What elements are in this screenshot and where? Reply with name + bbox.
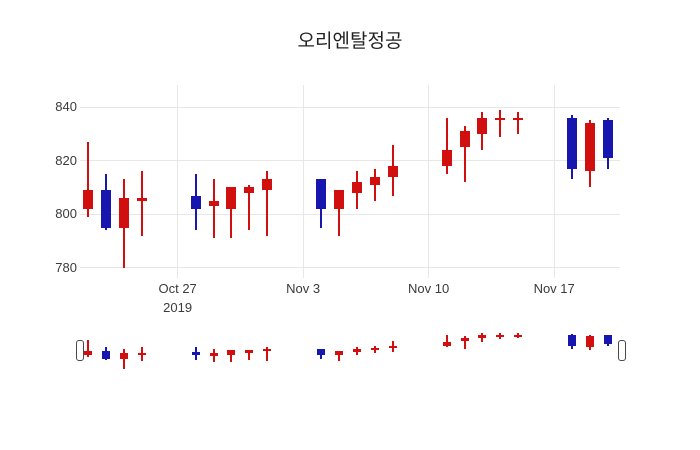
mini-candle-body xyxy=(209,353,218,356)
mini-candle-wick xyxy=(248,349,251,361)
mini-candle-body xyxy=(514,334,523,338)
candle-wick xyxy=(338,190,341,236)
x-axis-tick-label: Nov 17 xyxy=(533,281,575,296)
candle-body[interactable] xyxy=(477,117,488,134)
mini-candle-body xyxy=(84,350,92,356)
mini-candle-body xyxy=(442,341,451,346)
mini-candle-wick xyxy=(338,350,341,362)
range-slider-right-handle[interactable] xyxy=(618,340,626,361)
candle-wick xyxy=(445,117,448,175)
candle-body[interactable] xyxy=(602,120,613,158)
mini-candle-body xyxy=(335,350,344,356)
x-gridline xyxy=(302,85,304,278)
candle-body[interactable] xyxy=(226,187,237,209)
mini-candle-wick xyxy=(87,340,89,358)
candle-body[interactable] xyxy=(585,123,596,172)
x-gridline xyxy=(553,85,555,278)
mini-candle-body xyxy=(568,334,577,347)
main-chart-plot-area[interactable] xyxy=(80,85,620,278)
candle-wick xyxy=(517,112,520,134)
candle-wick xyxy=(266,171,269,236)
x-axis-tick-label: Nov 10 xyxy=(408,281,450,296)
x-axis-tick-sublabel: 2019 xyxy=(163,300,193,315)
candle-body[interactable] xyxy=(387,166,398,177)
candle-body[interactable] xyxy=(208,200,219,207)
mini-candle-wick xyxy=(463,336,466,350)
candle-body[interactable] xyxy=(262,179,273,191)
mini-candle-body xyxy=(101,350,110,360)
candle-body[interactable] xyxy=(441,149,452,167)
x-gridline xyxy=(177,85,179,278)
candle-wick xyxy=(499,109,502,137)
candle-body[interactable] xyxy=(567,117,578,169)
mini-candle-body xyxy=(370,347,379,351)
mini-candle-wick xyxy=(445,334,448,348)
candle-wick xyxy=(373,168,376,201)
candle-body[interactable] xyxy=(495,117,506,121)
candle-wick xyxy=(463,125,466,183)
candle-wick xyxy=(248,184,251,231)
candle-body[interactable] xyxy=(100,190,111,228)
candle-body[interactable] xyxy=(190,195,201,209)
mini-candle-wick xyxy=(266,346,269,362)
y-axis-tick-label: 840 xyxy=(55,99,77,114)
mini-candle-body xyxy=(191,352,200,356)
mini-candle-body xyxy=(478,334,487,339)
mini-candle-body xyxy=(317,348,326,356)
y-gridline xyxy=(80,106,620,108)
mini-candle-body xyxy=(263,348,272,352)
candle-body[interactable] xyxy=(118,198,129,228)
candle-wick xyxy=(87,141,89,217)
mini-candle-body xyxy=(245,350,254,353)
candle-body[interactable] xyxy=(513,117,524,121)
y-axis-tick-label: 780 xyxy=(55,259,77,275)
mini-candle-body xyxy=(119,352,128,360)
y-gridline xyxy=(80,267,620,269)
mini-candle-body xyxy=(137,352,146,356)
range-slider-track[interactable] xyxy=(76,330,626,372)
mini-candle-body xyxy=(586,335,595,347)
candle-body[interactable] xyxy=(351,182,362,193)
candle-wick xyxy=(212,179,215,239)
x-axis-tick-label: Oct 27 xyxy=(158,281,197,296)
y-axis-tick-label: 820 xyxy=(55,152,77,168)
x-gridline xyxy=(428,85,430,278)
mini-candle-body xyxy=(227,350,236,356)
mini-candle-body xyxy=(603,335,612,344)
chart-title: 오리엔탈정공 xyxy=(297,31,403,52)
mini-candle-body xyxy=(460,337,469,342)
mini-candle-body xyxy=(388,345,397,349)
x-axis-tick-label: Nov 3 xyxy=(286,281,321,296)
mini-candle-body xyxy=(496,334,505,338)
mini-candle-body xyxy=(352,349,361,352)
y-axis-tick-label: 800 xyxy=(55,206,77,222)
mini-candle-wick xyxy=(230,350,233,362)
candle-wick xyxy=(140,171,143,236)
candle-body[interactable] xyxy=(316,179,327,209)
y-gridline xyxy=(80,160,620,162)
candle-wick xyxy=(230,187,233,239)
candle-body[interactable] xyxy=(459,131,470,148)
candle-body[interactable] xyxy=(334,190,345,209)
range-slider-left-handle[interactable] xyxy=(76,340,84,361)
y-gridline xyxy=(80,213,620,215)
candle-body[interactable] xyxy=(83,190,93,209)
candle-body[interactable] xyxy=(244,187,255,193)
candle-body[interactable] xyxy=(136,198,147,201)
candle-body[interactable] xyxy=(369,176,380,185)
